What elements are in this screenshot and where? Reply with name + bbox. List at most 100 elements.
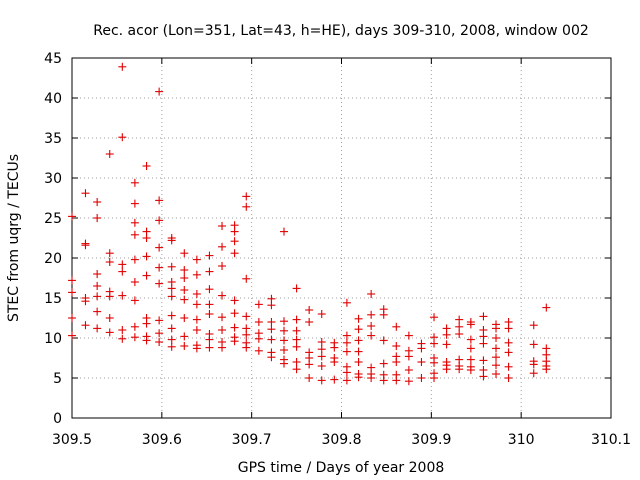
data-point xyxy=(205,251,214,260)
data-point xyxy=(379,336,388,345)
data-point xyxy=(267,325,276,334)
data-point xyxy=(142,336,151,345)
data-point xyxy=(180,266,189,274)
data-point xyxy=(404,366,413,374)
data-point xyxy=(392,322,401,331)
y-tick-label: 25 xyxy=(44,211,62,227)
data-point xyxy=(105,258,114,266)
data-point xyxy=(81,189,90,198)
data-point xyxy=(155,263,164,272)
data-point xyxy=(367,322,376,330)
data-point xyxy=(230,237,239,246)
data-point xyxy=(529,340,538,349)
data-point xyxy=(430,313,439,322)
data-point xyxy=(218,262,227,270)
data-point xyxy=(167,324,176,333)
data-point xyxy=(205,285,214,294)
x-axis-label: GPS time / Days of year 2008 xyxy=(238,460,445,476)
data-point xyxy=(280,227,289,236)
chart-title: Rec. acor (Lon=351, Lat=43, h=HE), days … xyxy=(93,23,589,39)
data-point xyxy=(155,87,164,96)
data-point xyxy=(242,274,251,283)
data-point xyxy=(417,358,426,366)
data-point xyxy=(230,309,239,318)
data-point xyxy=(267,353,276,362)
data-point xyxy=(404,377,413,386)
data-point xyxy=(192,255,201,264)
data-point xyxy=(142,271,151,280)
data-point xyxy=(504,324,513,333)
data-point xyxy=(342,347,351,356)
data-point xyxy=(68,288,76,297)
data-point xyxy=(180,249,189,258)
data-point xyxy=(504,362,513,371)
data-point xyxy=(529,369,538,378)
data-point xyxy=(205,267,214,276)
data-point xyxy=(118,62,127,71)
data-point xyxy=(492,361,501,370)
data-point xyxy=(392,342,401,350)
data-point xyxy=(542,365,551,374)
data-point xyxy=(417,344,426,353)
data-point xyxy=(118,267,127,276)
data-point xyxy=(354,347,363,356)
x-tick-label: 310 xyxy=(508,432,535,448)
data-point xyxy=(230,337,239,346)
data-point xyxy=(479,312,488,321)
data-point xyxy=(455,315,464,324)
data-point xyxy=(430,339,439,348)
data-point xyxy=(466,320,475,329)
data-point xyxy=(93,307,102,316)
data-point xyxy=(205,335,214,344)
data-point xyxy=(105,328,114,337)
data-point xyxy=(417,374,426,382)
data-point xyxy=(167,311,176,320)
data-point xyxy=(292,284,301,293)
data-point xyxy=(367,290,376,298)
data-point xyxy=(330,375,339,384)
data-point xyxy=(254,318,263,326)
data-point xyxy=(218,326,227,334)
data-point xyxy=(68,276,76,285)
data-point xyxy=(155,338,164,346)
data-point xyxy=(492,353,501,362)
data-point xyxy=(267,301,276,310)
data-point xyxy=(267,318,276,326)
axis-ticks: 0 5 10 15 20 25 30 35 40 45 309.5 309.6 309.7 309.8 30… xyxy=(44,51,631,448)
data-point xyxy=(130,199,139,208)
data-point xyxy=(142,252,151,261)
data-point xyxy=(230,323,239,332)
data-point xyxy=(367,331,376,340)
data-point xyxy=(342,368,351,377)
data-point xyxy=(442,330,451,339)
data-point xyxy=(93,324,102,333)
data-point xyxy=(118,334,127,343)
data-point xyxy=(142,319,151,328)
data-point xyxy=(479,332,488,341)
data-point xyxy=(492,370,501,378)
data-point xyxy=(442,340,451,349)
data-point xyxy=(167,236,176,245)
data-point xyxy=(492,324,501,333)
data-point xyxy=(180,332,189,341)
data-point xyxy=(379,376,388,385)
data-point xyxy=(242,202,251,211)
data-point xyxy=(130,255,139,264)
data-point xyxy=(68,314,76,322)
data-point xyxy=(230,296,239,305)
data-point xyxy=(542,303,551,312)
data-point xyxy=(118,133,127,142)
data-point xyxy=(367,310,376,319)
data-point xyxy=(105,249,114,258)
data-point xyxy=(167,284,176,293)
data-point xyxy=(430,374,439,382)
data-point xyxy=(155,316,164,325)
data-point xyxy=(93,270,102,278)
data-point xyxy=(392,376,401,385)
data-point xyxy=(529,360,538,369)
data-point xyxy=(130,322,139,331)
data-point xyxy=(130,278,139,286)
data-point xyxy=(479,372,488,381)
data-point xyxy=(317,362,326,370)
